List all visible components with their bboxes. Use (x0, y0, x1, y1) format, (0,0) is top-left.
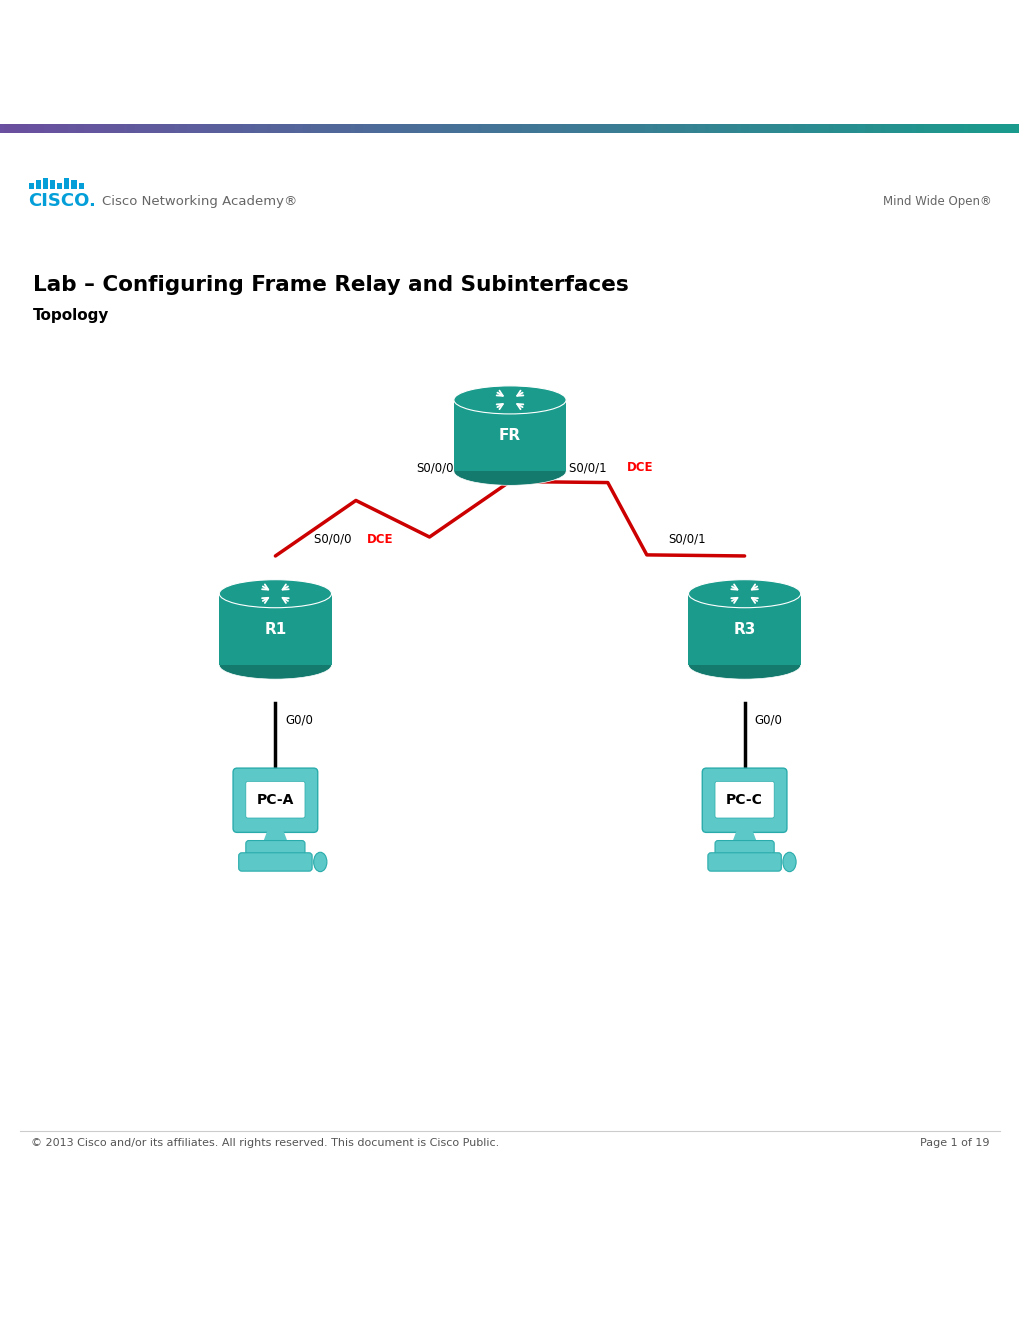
Ellipse shape (219, 651, 331, 678)
Text: DCE: DCE (627, 461, 653, 474)
Text: S0/0/0: S0/0/0 (416, 461, 453, 474)
Ellipse shape (219, 579, 331, 607)
Bar (71, 181, 76, 189)
Ellipse shape (453, 457, 566, 486)
FancyBboxPatch shape (701, 768, 787, 833)
FancyBboxPatch shape (238, 853, 312, 871)
Ellipse shape (688, 579, 800, 607)
Text: R3: R3 (733, 622, 755, 636)
Ellipse shape (688, 651, 800, 678)
Ellipse shape (783, 853, 796, 871)
FancyBboxPatch shape (246, 841, 305, 857)
Bar (50, 181, 55, 189)
Polygon shape (453, 400, 566, 471)
Text: PC-A: PC-A (257, 793, 293, 808)
Polygon shape (219, 594, 331, 665)
Polygon shape (731, 829, 757, 845)
FancyBboxPatch shape (233, 768, 318, 833)
Text: R1: R1 (264, 622, 286, 636)
Text: PC-C: PC-C (726, 793, 762, 808)
FancyBboxPatch shape (707, 853, 781, 871)
Bar (57, 182, 62, 189)
Bar (43, 177, 48, 189)
Text: S0/0/0: S0/0/0 (314, 533, 355, 545)
Text: G0/0: G0/0 (285, 713, 313, 726)
FancyBboxPatch shape (246, 781, 305, 818)
Text: S0/0/1: S0/0/1 (569, 461, 610, 474)
Bar (29, 182, 34, 189)
Text: S0/0/1: S0/0/1 (667, 533, 705, 545)
Text: Topology: Topology (33, 308, 109, 323)
Text: FR: FR (498, 428, 521, 444)
FancyBboxPatch shape (714, 781, 773, 818)
Text: DCE: DCE (367, 533, 393, 545)
Polygon shape (262, 829, 288, 845)
Text: Page 1 of 19: Page 1 of 19 (919, 1138, 988, 1148)
Text: G0/0: G0/0 (754, 713, 782, 726)
Bar (64, 177, 69, 189)
Ellipse shape (453, 385, 566, 414)
Text: Lab – Configuring Frame Relay and Subinterfaces: Lab – Configuring Frame Relay and Subint… (33, 276, 628, 296)
Ellipse shape (314, 853, 327, 871)
Text: © 2013 Cisco and/or its affiliates. All rights reserved. This document is Cisco : © 2013 Cisco and/or its affiliates. All … (31, 1138, 498, 1148)
Bar (78, 182, 84, 189)
Bar (36, 181, 41, 189)
Polygon shape (688, 594, 800, 665)
Text: CISCO.: CISCO. (29, 191, 97, 210)
FancyBboxPatch shape (714, 841, 773, 857)
Text: Cisco Networking Academy®: Cisco Networking Academy® (102, 194, 298, 207)
Text: Mind Wide Open®: Mind Wide Open® (881, 194, 990, 207)
